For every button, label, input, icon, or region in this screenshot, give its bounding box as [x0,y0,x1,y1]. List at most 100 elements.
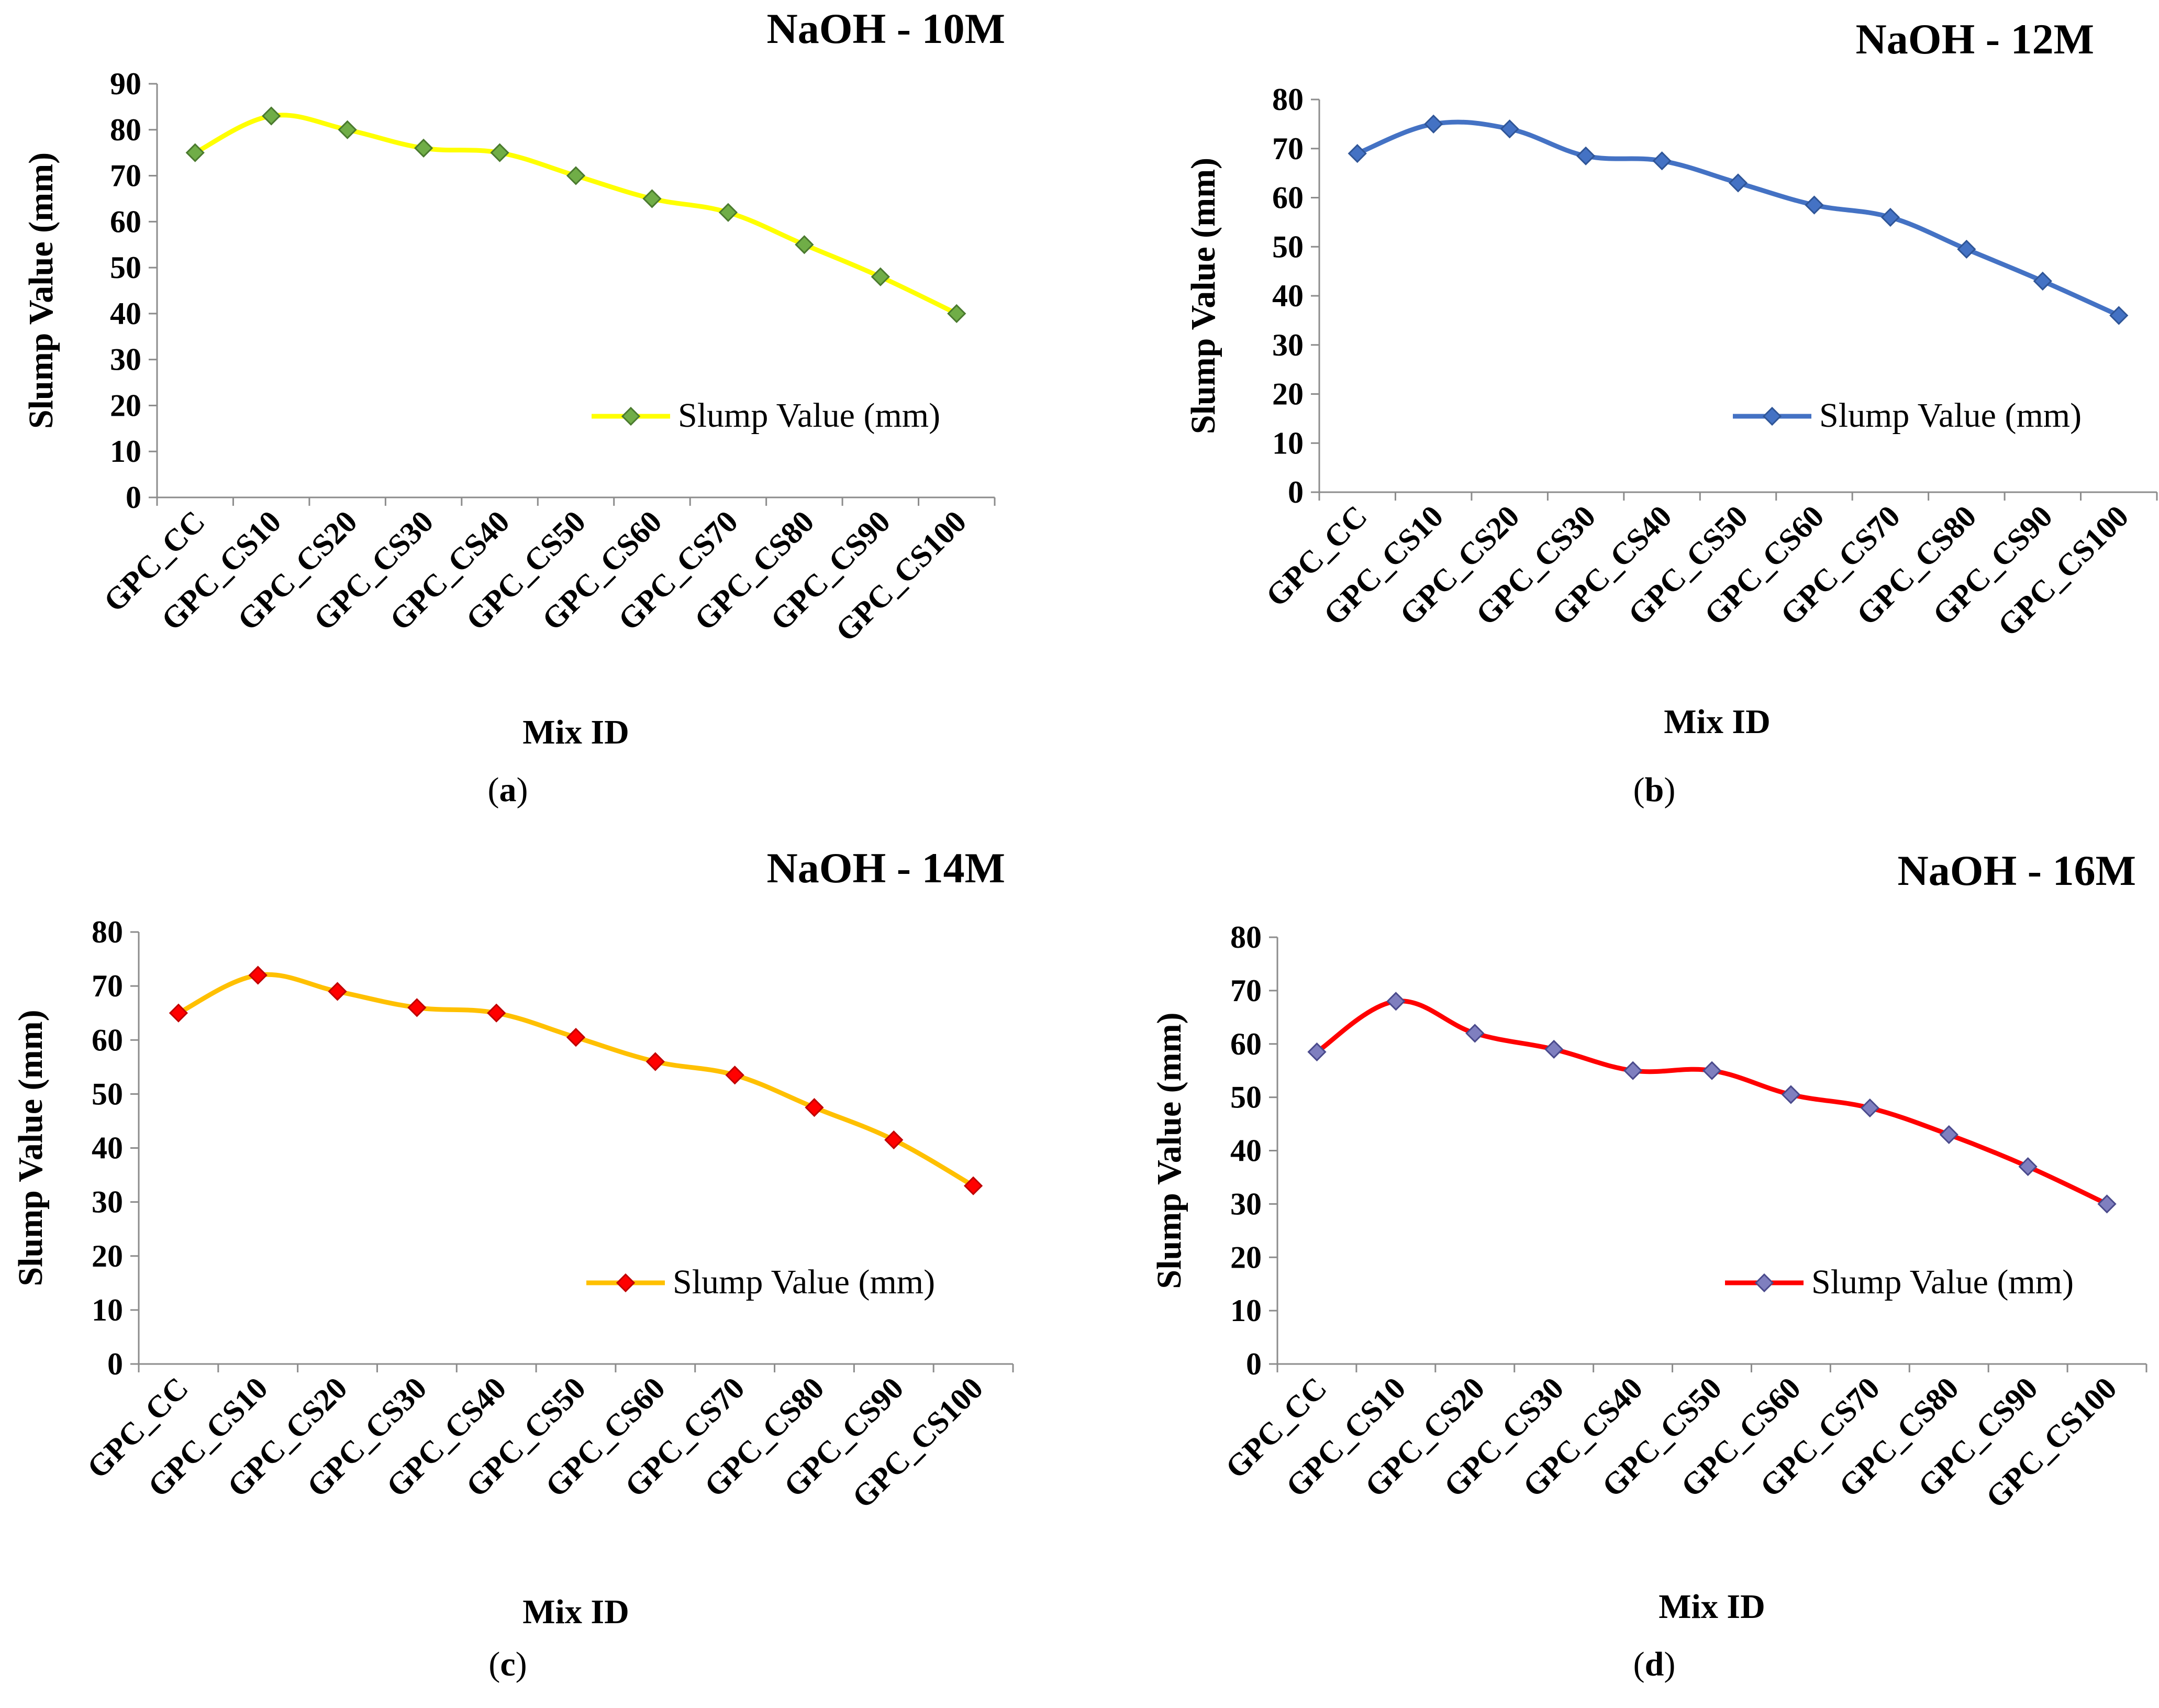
data-point [1652,151,1672,171]
y-tick-label: 20 [92,1239,123,1273]
y-tick-label: 50 [110,250,141,285]
data-point [414,138,433,158]
chart-panel-a: NaOH - 10M0102030405060708090GPC_CCGPC_C… [22,5,1005,809]
data-point [490,143,509,162]
y-tick-label: 0 [107,1347,123,1381]
legend-label: Slump Value (mm) [673,1263,935,1301]
data-point [947,304,966,324]
data-point [1424,114,1443,134]
panel-caption: (d) [1633,1645,1676,1683]
data-point [1544,1039,1564,1059]
y-tick-label: 70 [1272,131,1304,166]
y-tick-label: 10 [1230,1293,1262,1328]
data-point [1860,1098,1879,1118]
y-tick-label: 50 [1230,1080,1262,1115]
data-point [2018,1157,2038,1177]
y-tick-label: 10 [92,1293,123,1327]
series-line [193,113,959,316]
data-point [338,120,357,139]
data-point [2033,271,2052,291]
data-point [185,143,205,162]
legend-marker [616,1273,636,1293]
series-line [176,972,976,1189]
y-tick-label: 80 [1230,920,1262,955]
chart-panel-b: NaOH - 12M01020304050607080GPC_CCGPC_CS1… [1184,15,2158,809]
chart-panel-c: NaOH - 14M01020304050607080GPC_CCGPC_CS1… [12,844,1014,1683]
data-point [884,1130,904,1150]
legend-label: Slump Value (mm) [678,396,940,435]
y-tick-label: 0 [126,480,141,515]
x-axis-title: Mix ID [1664,703,1770,741]
y-tick-label: 80 [110,113,141,147]
data-point [963,1176,983,1195]
y-tick-label: 30 [110,342,141,377]
y-tick-label: 40 [1230,1134,1262,1168]
chart-title: NaOH - 10M [767,5,1005,52]
series-line [1355,119,2121,318]
data-point [805,1098,824,1117]
y-axis-title: Slump Value (mm) [1184,158,1222,434]
data-point [1957,239,1976,259]
y-tick-label: 80 [92,915,123,949]
y-axis-title: Slump Value (mm) [22,152,60,429]
y-tick-label: 20 [110,388,141,423]
data-point [169,1003,188,1023]
data-point [1348,144,1367,163]
data-point [1781,1085,1801,1104]
x-axis-title: Mix ID [522,713,629,751]
data-point [1465,1024,1485,1043]
y-tick-label: 30 [1230,1186,1262,1221]
legend-label: Slump Value (mm) [1811,1263,2074,1301]
y-tick-label: 30 [1272,328,1304,362]
data-point [262,106,281,126]
x-axis-title: Mix ID [522,1593,629,1631]
y-tick-label: 60 [110,204,141,239]
data-point [642,189,662,208]
y-tick-label: 60 [92,1023,123,1057]
y-tick-label: 50 [1272,229,1304,264]
chart-panel-d: NaOH - 16M01020304050607080GPC_CCGPC_CS1… [1150,847,2147,1683]
chart-title: NaOH - 16M [1898,847,2136,894]
legend-marker [621,406,641,426]
data-point [487,1003,506,1023]
y-tick-label: 80 [1272,82,1304,117]
y-axis-title: Slump Value (mm) [1150,1012,1188,1289]
chart-title: NaOH - 12M [1856,15,2094,63]
y-tick-label: 40 [1272,279,1304,313]
y-tick-label: 70 [110,159,141,193]
series-line [1314,999,2110,1206]
data-point [795,235,814,254]
y-tick-label: 30 [92,1185,123,1219]
y-tick-label: 0 [1246,1347,1262,1381]
y-tick-label: 60 [1230,1027,1262,1061]
panel-caption: (a) [488,771,528,809]
data-point [725,1066,744,1085]
data-point [1805,195,1824,215]
legend-label: Slump Value (mm) [1819,396,2082,435]
y-tick-label: 50 [92,1077,123,1111]
y-tick-label: 20 [1272,377,1304,412]
data-point [1702,1061,1722,1080]
y-tick-label: 70 [92,969,123,1003]
data-point [1500,119,1519,139]
y-tick-label: 60 [1272,181,1304,215]
y-tick-label: 20 [1230,1240,1262,1274]
chart-title: NaOH - 14M [767,844,1005,892]
data-point [1386,992,1406,1011]
data-point [1623,1061,1643,1080]
y-tick-label: 40 [110,296,141,331]
data-point [248,966,268,985]
y-axis-title: Slump Value (mm) [12,1010,50,1286]
data-point [566,166,586,185]
data-point [566,1027,586,1047]
data-point [718,203,738,222]
legend-marker [1754,1273,1774,1293]
panel-caption: (b) [1633,771,1676,809]
data-point [1576,146,1596,165]
y-tick-label: 40 [92,1131,123,1166]
y-tick-label: 90 [110,66,141,101]
data-point [871,267,890,286]
data-point [1880,207,1900,227]
y-tick-label: 10 [1272,426,1304,460]
